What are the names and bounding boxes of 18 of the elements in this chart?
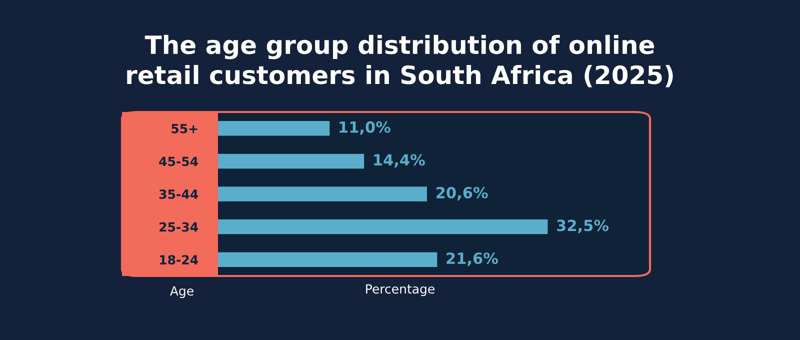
x-axis-title: Percentage [366, 284, 434, 296]
data-label: 32,5% [557, 220, 609, 234]
y-tick-label: 35-44 [159, 189, 198, 199]
y-tick-label: 55+ [172, 124, 198, 134]
y-tick-label: 45-54 [159, 156, 198, 166]
data-label: 21,6% [446, 252, 498, 266]
chart-title: The age group distribution of online retail customers in South Africa (2025) [127, 34, 673, 88]
data-label: 11,0% [340, 121, 390, 135]
bar [218, 154, 364, 169]
y-tick-label: 25-34 [160, 222, 198, 232]
bar [218, 121, 330, 136]
bar [218, 186, 427, 202]
y-tick-label: 18-24 [160, 255, 198, 265]
data-label: 20,6% [436, 186, 488, 200]
bar [218, 219, 548, 234]
data-label: 14,4% [374, 154, 425, 168]
y-axis-title: Age [170, 286, 194, 298]
bar [218, 252, 438, 267]
